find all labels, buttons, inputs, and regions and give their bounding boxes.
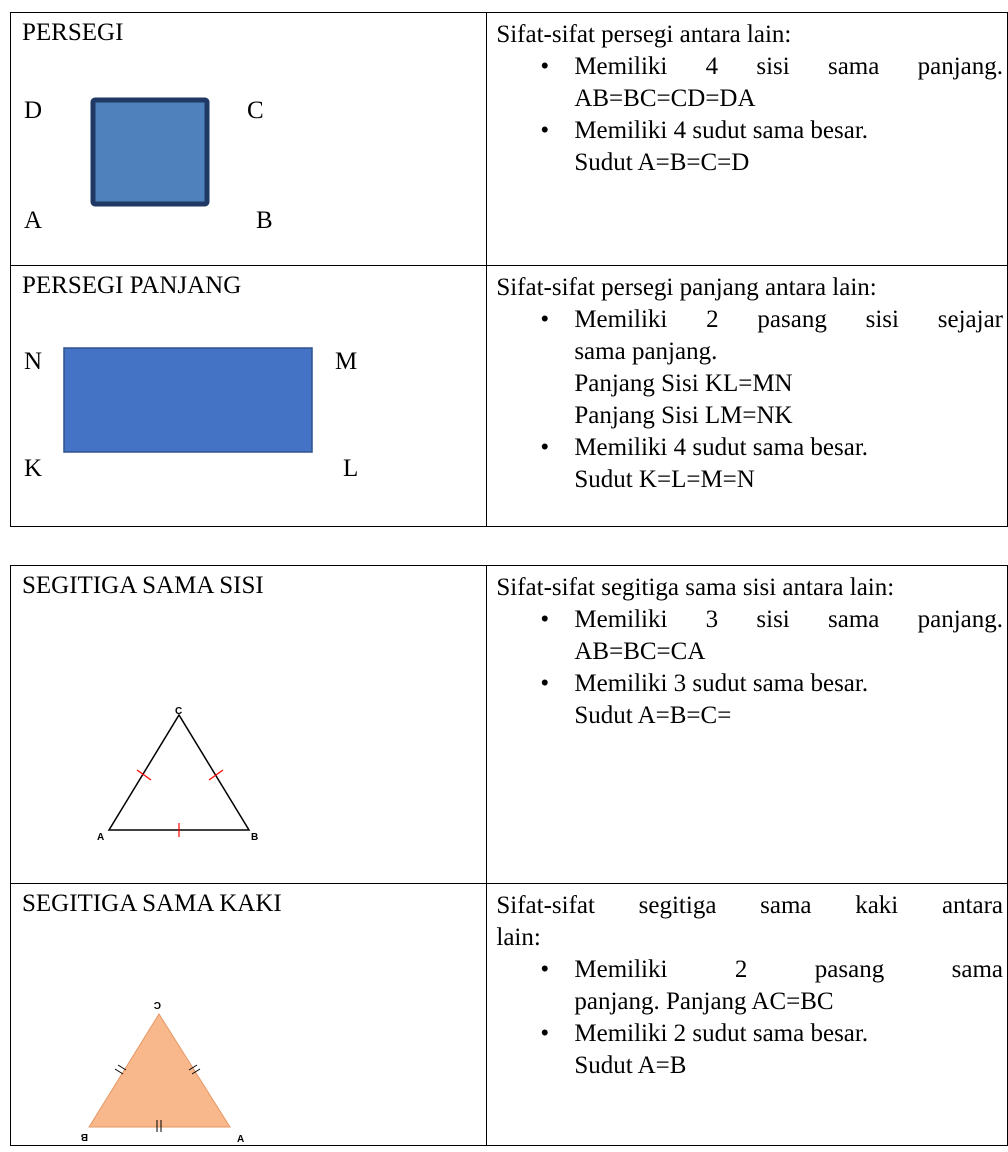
list-item: Memiliki 3 sudut sama besar. Sudut A=B=C… bbox=[540, 668, 1007, 732]
square-properties-list: Memiliki 4 sisi sama panjang. AB=BC=CD=D… bbox=[496, 51, 1007, 179]
list-item-text: Memiliki 4 sisi sama panjang. bbox=[574, 53, 1003, 80]
equilateral-figure-cell: SEGITIGA SAMA SISI C A B bbox=[9, 565, 488, 884]
rectangle-shape bbox=[63, 347, 313, 453]
list-item-text: Memiliki 2 pasang sisi sejajar bbox=[574, 306, 1003, 333]
isosceles-properties-list: Memiliki 2 pasang sama panjang. Panjang … bbox=[496, 954, 1007, 1082]
tick-mark-left-2 bbox=[117, 1064, 127, 1071]
list-item-text: Memiliki 2 pasang sama bbox=[574, 956, 1003, 983]
triangle-table: SEGITIGA SAMA SISI C A B Sifat-sifat seg… bbox=[9, 565, 1008, 1146]
vertex-label-d: D bbox=[24, 97, 43, 124]
list-item-text: Sudut A=B=C=D bbox=[574, 149, 750, 176]
rectangle-properties-intro: Sifat-sifat persegi panjang antara lain: bbox=[496, 274, 877, 301]
equilateral-properties-cell: Sifat-sifat segitiga sama sisi antara la… bbox=[486, 565, 1008, 884]
list-item-text: Memiliki 3 sisi sama panjang. bbox=[574, 606, 1003, 633]
list-item-text: Panjang Sisi LM=NK bbox=[574, 402, 793, 429]
list-item-text: Sudut K=L=M=N bbox=[574, 466, 755, 493]
rectangle-title: PERSEGI PANJANG bbox=[22, 272, 242, 299]
isosceles-properties-intro: Sifat-sifat segitiga sama kaki antara la… bbox=[496, 890, 1007, 954]
rectangle-properties-cell: Sifat-sifat persegi panjang antara lain:… bbox=[486, 265, 1008, 527]
isosceles-title: SEGITIGA SAMA KAKI bbox=[22, 890, 282, 917]
rectangle-properties-list: Memiliki 2 pasang sisi sejajar sama panj… bbox=[496, 304, 1007, 496]
list-item: Memiliki 2 pasang sama panjang. Panjang … bbox=[540, 954, 1007, 1018]
vertex-label-c: C bbox=[175, 706, 182, 717]
vertex-label-l: L bbox=[343, 455, 359, 482]
list-item: Memiliki 4 sisi sama panjang. AB=BC=CD=D… bbox=[540, 51, 1007, 115]
square-shape bbox=[90, 97, 210, 207]
square-diagram bbox=[90, 97, 210, 207]
list-item: Memiliki 4 sudut sama besar. Sudut A=B=C… bbox=[540, 115, 1007, 179]
square-title: PERSEGI bbox=[22, 19, 124, 46]
isosceles-properties-cell: Sifat-sifat segitiga sama kaki antara la… bbox=[486, 883, 1008, 1146]
list-item-text: Memiliki 4 sudut sama besar. bbox=[574, 434, 869, 461]
list-item-text: AB=BC=CD=DA bbox=[574, 85, 756, 112]
equilateral-properties-list: Memiliki 3 sisi sama panjang. AB=BC=CA M… bbox=[496, 604, 1007, 732]
square-properties-cell: Sifat-sifat persegi antara lain: Memilik… bbox=[486, 12, 1008, 266]
list-item-text: Memiliki 3 sudut sama besar. bbox=[574, 670, 869, 697]
list-item: Memiliki 3 sisi sama panjang. AB=BC=CA bbox=[540, 604, 1007, 668]
list-item-text: Panjang Sisi KL=MN bbox=[574, 370, 793, 397]
list-item: Memiliki 2 pasang sisi sejajar sama panj… bbox=[540, 304, 1007, 432]
vertex-label-c: C bbox=[154, 999, 161, 1010]
list-item-text: Memiliki 4 sudut sama besar. bbox=[574, 117, 869, 144]
quadrilateral-table: PERSEGI D C A B Sifat-sifat persegi anta… bbox=[9, 12, 1008, 527]
vertex-label-b: B bbox=[81, 1131, 88, 1142]
vertex-label-a: A bbox=[97, 832, 104, 843]
vertex-label-k: K bbox=[24, 455, 43, 482]
tick-mark-left bbox=[136, 769, 152, 781]
isosceles-figure-cell: SEGITIGA SAMA KAKI C B A bbox=[9, 883, 488, 1146]
equilateral-title: SEGITIGA SAMA SISI bbox=[22, 572, 264, 599]
rectangle-figure-cell: PERSEGI PANJANG N M K L bbox=[9, 265, 488, 527]
vertex-label-c: C bbox=[247, 97, 264, 124]
vertex-label-b: B bbox=[256, 207, 273, 234]
list-item-text: Memiliki 2 sudut sama besar. bbox=[574, 1020, 869, 1047]
tick-mark-right-2 bbox=[188, 1064, 198, 1071]
equilateral-properties-intro: Sifat-sifat segitiga sama sisi antara la… bbox=[496, 574, 895, 601]
list-item-text: AB=BC=CA bbox=[574, 638, 706, 665]
list-item-text: sama panjang. bbox=[574, 338, 718, 365]
equilateral-triangle-shape bbox=[107, 713, 251, 831]
tick-mark-left-1 bbox=[114, 1068, 124, 1075]
vertex-label-n: N bbox=[24, 348, 43, 375]
list-item-text: Sudut A=B=C= bbox=[574, 702, 732, 729]
list-item: Memiliki 4 sudut sama besar. Sudut K=L=M… bbox=[540, 432, 1007, 496]
vertex-label-a: A bbox=[24, 207, 43, 234]
square-figure-cell: PERSEGI D C A B bbox=[9, 12, 488, 266]
equilateral-triangle-diagram: C A B bbox=[97, 706, 258, 843]
rectangle-diagram bbox=[63, 347, 313, 453]
vertex-label-b: B bbox=[251, 832, 258, 843]
vertex-label-m: M bbox=[335, 348, 358, 375]
isosceles-triangle-shape bbox=[88, 1013, 231, 1128]
isosceles-triangle-diagram: C B A bbox=[81, 999, 244, 1145]
intro-line: Sifat-sifat segitiga sama kaki antara bbox=[496, 892, 1003, 919]
list-item-text: panjang. Panjang AC=BC bbox=[574, 988, 834, 1015]
tick-mark-right bbox=[208, 769, 224, 781]
intro-line: lain: bbox=[496, 924, 541, 951]
list-item-text: Sudut A=B bbox=[574, 1052, 687, 1079]
tick-mark-right-1 bbox=[191, 1068, 201, 1075]
list-item: Memiliki 2 sudut sama besar. Sudut A=B bbox=[540, 1018, 1007, 1082]
vertex-label-a: A bbox=[237, 1134, 244, 1145]
square-properties-intro: Sifat-sifat persegi antara lain: bbox=[496, 21, 792, 48]
